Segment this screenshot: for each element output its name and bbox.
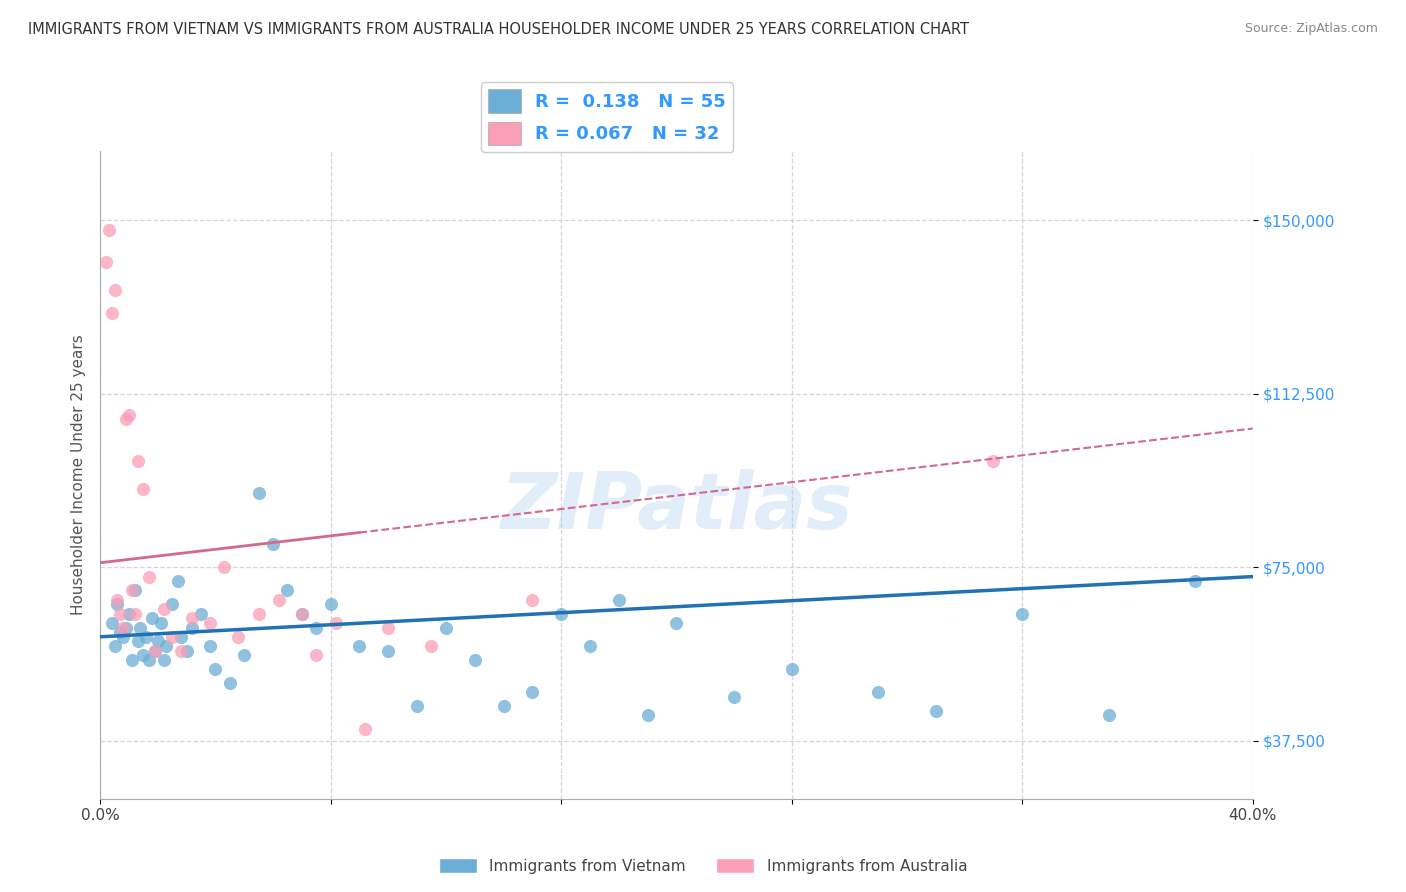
Point [143,643,166,657]
Point [723,690,745,704]
Point [377,620,399,634]
Text: ZIPatlas: ZIPatlas [501,469,852,545]
Point [181,620,204,634]
Point [780,662,803,676]
Point [983,454,1005,468]
Point [110,625,132,640]
Point [291,607,314,621]
Point [291,607,314,621]
Point [377,643,399,657]
Legend: Immigrants from Vietnam, Immigrants from Australia: Immigrants from Vietnam, Immigrants from… [433,852,973,880]
Point [121,653,143,667]
Point [127,634,149,648]
Point [100,306,122,320]
Point [492,699,515,714]
Point [115,412,138,426]
Point [124,607,146,621]
Point [204,662,226,676]
Point [121,583,143,598]
Point [170,643,193,657]
Point [149,615,172,630]
Point [1011,607,1033,621]
Point [110,607,132,621]
Point [103,639,125,653]
Point [1184,574,1206,589]
Point [143,643,166,657]
Point [420,639,443,653]
Point [579,639,602,653]
Text: IMMIGRANTS FROM VIETNAM VS IMMIGRANTS FROM AUSTRALIA HOUSEHOLDER INCOME UNDER 25: IMMIGRANTS FROM VIETNAM VS IMMIGRANTS FR… [28,22,969,37]
Point [94,255,117,269]
Point [267,592,290,607]
Point [107,592,129,607]
Point [212,560,235,574]
Point [325,615,347,630]
Point [129,620,152,634]
Point [138,653,160,667]
Point [665,615,688,630]
Point [276,583,298,598]
Point [181,611,204,625]
Point [550,607,572,621]
Point [138,569,160,583]
Point [112,620,135,634]
Point [305,648,328,663]
Point [464,653,486,667]
Point [146,634,169,648]
Point [305,620,328,634]
Text: Source: ZipAtlas.com: Source: ZipAtlas.com [1244,22,1378,36]
Point [118,607,141,621]
Point [233,648,256,663]
Point [152,653,174,667]
Point [132,648,155,663]
Point [155,639,177,653]
Point [100,615,122,630]
Point [925,704,948,718]
Point [406,699,429,714]
Point [160,598,183,612]
Point [607,592,630,607]
Point [349,639,371,653]
Point [176,643,198,657]
Point [354,723,377,737]
Point [118,408,141,422]
Point [132,482,155,496]
Point [637,708,659,723]
Point [522,685,544,699]
Point [247,486,270,500]
Y-axis label: Householder Income Under 25 years: Householder Income Under 25 years [72,334,86,615]
Point [112,630,135,644]
Point [124,583,146,598]
Point [218,676,240,690]
Point [115,620,138,634]
Point [167,574,190,589]
Point [198,615,221,630]
Point [160,630,183,644]
Point [319,598,342,612]
Legend: R =  0.138   N = 55, R = 0.067   N = 32: R = 0.138 N = 55, R = 0.067 N = 32 [481,82,734,152]
Point [868,685,890,699]
Point [141,611,163,625]
Point [522,592,544,607]
Point [262,537,284,551]
Point [97,222,120,236]
Point [152,602,174,616]
Point [135,630,157,644]
Point [107,598,129,612]
Point [127,454,149,468]
Point [247,607,270,621]
Point [103,283,125,297]
Point [170,630,193,644]
Point [228,630,250,644]
Point [434,620,457,634]
Point [1097,708,1119,723]
Point [190,607,212,621]
Point [198,639,221,653]
